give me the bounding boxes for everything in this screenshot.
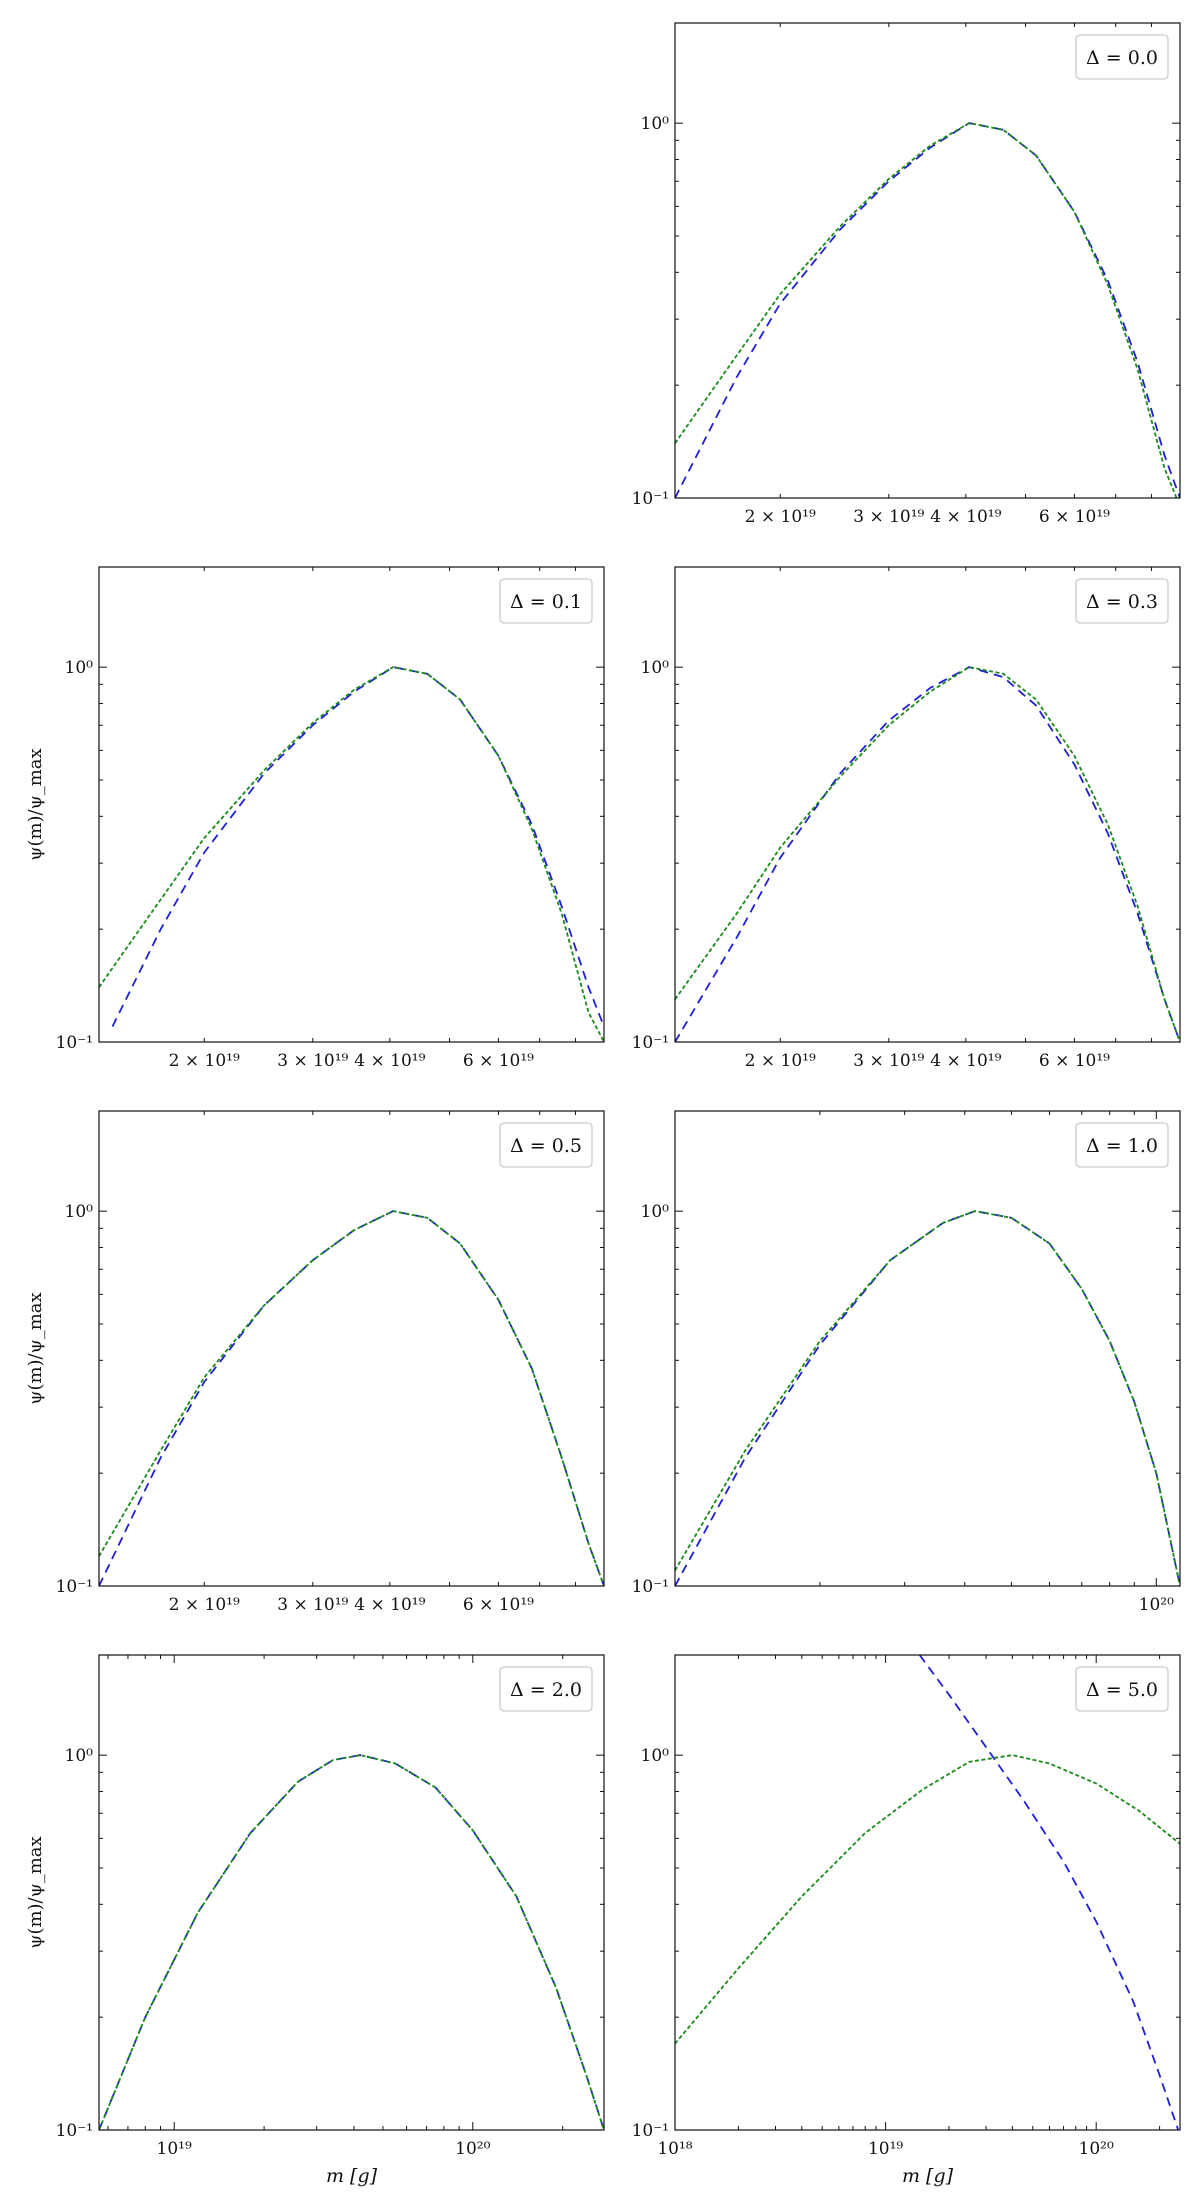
x-tick-label: 6 × 10¹⁹ [463,1595,534,1615]
series-line-green [675,666,1180,1042]
legend-label: Δ = 2.0 [510,1679,582,1701]
x-tick-label: 2 × 10¹⁹ [745,1051,816,1071]
series-line-green [99,666,604,1042]
x-tick-label: 10¹⁹ [868,2139,903,2159]
y-tick-label: 10⁰ [641,114,670,134]
plot-frame [98,566,605,1043]
series-line-green [99,1754,604,2130]
plot-frame [98,1110,605,1587]
y-tick-label: 10⁻¹ [632,489,669,509]
legend-box [499,1122,593,1168]
chart-panel: 2 × 10¹⁹ 3 × 10¹⁹ 4 × 10¹⁹ 6 × 10¹⁹ 10⁻¹ 10⁰ Δ… [25,566,605,1071]
y-tick-label: 10⁰ [65,658,94,678]
legend-label: Δ = 0.0 [1086,47,1158,69]
x-axis-label: m [g] [326,2165,378,2187]
y-axis-label: ψ(m)/ψ_max [25,1836,46,1948]
x-tick-label: 3 × 10¹⁹ [853,1051,924,1071]
series-line-blue [675,1210,1180,1586]
x-tick-label: 10²⁰ [1079,2139,1114,2159]
legend-label: Δ = 0.1 [510,591,582,613]
series-line-blue [99,1754,604,2130]
x-tick-label: 6 × 10¹⁹ [1039,507,1110,527]
chart-panel: 2 × 10¹⁹ 3 × 10¹⁹ 4 × 10¹⁹ 6 × 10¹⁹ 10⁻¹ 10⁰ Δ… [25,1110,605,1615]
x-tick-label: 4 × 10¹⁹ [930,1051,1001,1071]
x-tick-label: 2 × 10¹⁹ [745,507,816,527]
plot-frame [674,566,1181,1043]
series-line-blue [111,666,604,1027]
series-line-blue [675,122,1180,498]
plot-frame [674,1110,1181,1587]
chart-panel: 2 × 10¹⁹ 3 × 10¹⁹ 4 × 10¹⁹ 6 × 10¹⁹ 10⁻¹ 10⁰ Δ… [632,566,1181,1071]
series-line-green [675,1754,1180,2045]
legend-label: Δ = 0.5 [510,1135,582,1157]
plot-frame [674,1654,1181,2131]
legend-label: Δ = 1.0 [1086,1135,1158,1157]
y-tick-label: 10⁰ [641,1202,670,1222]
x-tick-label: 3 × 10¹⁹ [853,507,924,527]
y-axis-label: ψ(m)/ψ_max [25,748,46,860]
legend-label: Δ = 5.0 [1086,1679,1158,1701]
x-tick-label: 2 × 10¹⁹ [169,1595,240,1615]
y-tick-label: 10⁰ [641,1746,670,1766]
legend-box [1075,1666,1169,1712]
series-line-green [99,1210,604,1586]
legend-box [1075,1122,1169,1168]
x-tick-label: 6 × 10¹⁹ [463,1051,534,1071]
legend-box [499,1666,593,1712]
y-tick-label: 10⁻¹ [632,1577,669,1597]
legend-box [1075,578,1169,624]
legend-box [1075,34,1169,80]
series-line-blue [675,666,1180,1042]
y-tick-label: 10⁰ [65,1202,94,1222]
y-axis-label: ψ(m)/ψ_max [25,1292,46,1404]
x-tick-label: 6 × 10¹⁹ [1039,1051,1110,1071]
y-tick-label: 10⁻¹ [56,1577,93,1597]
x-tick-label: 10¹⁸ [657,2139,692,2159]
x-tick-label: 10¹⁹ [157,2139,192,2159]
series-line-green [675,1210,1180,1586]
y-tick-label: 10⁰ [641,658,670,678]
series-line-blue [918,1655,1180,2130]
x-tick-label: 3 × 10¹⁹ [277,1595,348,1615]
x-tick-label: 4 × 10¹⁹ [354,1051,425,1071]
legend-box [499,578,593,624]
y-tick-label: 10⁻¹ [632,1033,669,1053]
chart-panel: 2 × 10¹⁹ 3 × 10¹⁹ 4 × 10¹⁹ 6 × 10¹⁹ 10⁻¹ 10⁰ Δ… [632,22,1181,527]
x-tick-label: 2 × 10¹⁹ [169,1051,240,1071]
plot-frame [98,1654,605,2131]
legend-label: Δ = 0.3 [1086,591,1158,613]
y-tick-label: 10⁻¹ [56,2121,93,2141]
x-axis-label: m [g] [902,2165,954,2187]
chart-panel: 10²⁰ 10⁻¹ 10⁰ Δ = 1.0 [632,1110,1181,1615]
y-tick-label: 10⁻¹ [632,2121,669,2141]
x-tick-label: 4 × 10¹⁹ [354,1595,425,1615]
plot-frame [674,22,1181,499]
chart-panel: 10¹⁸ 10¹⁹ 10²⁰ 10⁻¹ 10⁰ Δ = 5.0 m [g] [632,1654,1181,2187]
x-tick-label: 10²⁰ [1139,1595,1174,1615]
x-tick-label: 4 × 10¹⁹ [930,507,1001,527]
series-line-green [675,122,1178,498]
y-tick-label: 10⁰ [65,1746,94,1766]
series-line-blue [99,1210,604,1586]
x-tick-label: 3 × 10¹⁹ [277,1051,348,1071]
y-tick-label: 10⁻¹ [56,1033,93,1053]
x-tick-label: 10²⁰ [455,2139,490,2159]
